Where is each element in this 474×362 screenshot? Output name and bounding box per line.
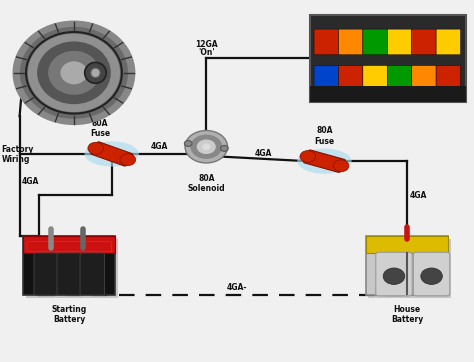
Ellipse shape [60,61,88,84]
FancyBboxPatch shape [436,29,461,55]
Circle shape [88,142,103,154]
FancyBboxPatch shape [34,253,58,295]
Circle shape [300,151,316,163]
FancyBboxPatch shape [376,252,412,296]
Text: 4GA: 4GA [410,191,427,200]
Circle shape [197,139,216,154]
FancyBboxPatch shape [366,236,448,295]
FancyBboxPatch shape [57,253,82,295]
Circle shape [202,143,210,150]
Circle shape [421,268,442,285]
FancyBboxPatch shape [436,66,461,91]
Ellipse shape [12,21,136,125]
Circle shape [383,268,405,285]
Ellipse shape [297,148,352,174]
Circle shape [185,131,228,163]
Text: Starting
Battery: Starting Battery [52,304,87,324]
Text: 12GA: 12GA [195,41,218,49]
Ellipse shape [85,62,106,83]
Text: 4GA: 4GA [255,149,272,158]
FancyBboxPatch shape [303,150,346,172]
FancyBboxPatch shape [387,29,412,55]
FancyBboxPatch shape [27,242,111,252]
FancyBboxPatch shape [338,29,363,55]
FancyBboxPatch shape [413,252,450,296]
FancyBboxPatch shape [23,236,115,295]
FancyBboxPatch shape [412,66,436,91]
FancyBboxPatch shape [314,66,338,91]
Ellipse shape [48,51,100,95]
Circle shape [333,160,349,172]
Circle shape [184,140,192,146]
Ellipse shape [20,27,128,119]
Text: 80A
Fuse: 80A Fuse [90,119,110,138]
Text: 80A
Fuse: 80A Fuse [314,126,335,146]
Text: 4GA: 4GA [22,177,39,185]
FancyBboxPatch shape [91,142,133,166]
FancyBboxPatch shape [314,29,338,55]
FancyBboxPatch shape [368,239,451,298]
Text: 4GA: 4GA [150,142,168,151]
Circle shape [220,146,228,151]
FancyBboxPatch shape [310,15,466,102]
FancyBboxPatch shape [387,66,412,91]
FancyBboxPatch shape [412,29,436,55]
Ellipse shape [91,68,100,77]
Text: OPTIMA: OPTIMA [396,245,418,250]
FancyBboxPatch shape [363,66,387,91]
FancyBboxPatch shape [80,253,104,295]
FancyBboxPatch shape [363,29,387,55]
Text: House
Battery: House Battery [391,304,423,324]
Text: 'On': 'On' [198,47,215,56]
FancyBboxPatch shape [23,236,115,253]
FancyBboxPatch shape [26,239,118,298]
Circle shape [120,154,136,166]
Ellipse shape [28,34,120,112]
Ellipse shape [37,41,111,104]
FancyBboxPatch shape [338,66,363,91]
Text: 80A
Solenoid: 80A Solenoid [188,174,225,193]
Ellipse shape [84,141,139,167]
Text: 4GA-: 4GA- [227,283,247,292]
Circle shape [191,135,222,159]
Text: Factory
Wiring: Factory Wiring [1,145,34,164]
FancyBboxPatch shape [310,86,466,102]
FancyBboxPatch shape [366,236,448,253]
